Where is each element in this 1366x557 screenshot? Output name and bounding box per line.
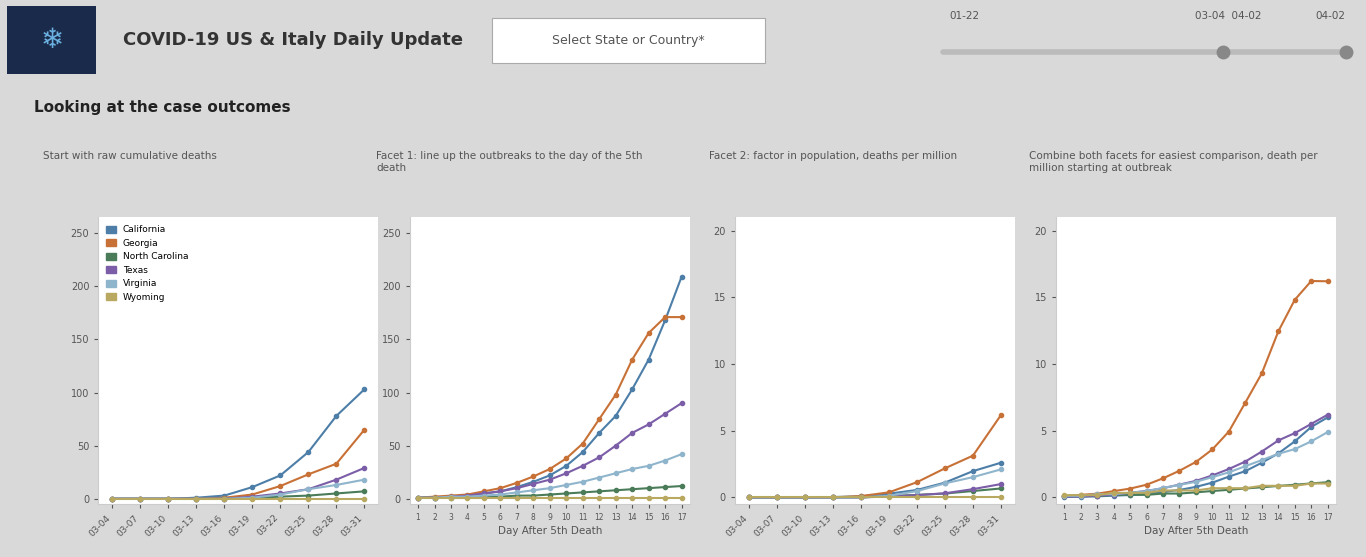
Texas [216,495,232,502]
Line: Virginia: Virginia [111,477,366,501]
Line: Texas: Texas [111,466,366,501]
Georgia [104,495,120,502]
Line: Wyoming: Wyoming [111,497,366,501]
California [160,495,176,502]
Georgia [357,426,373,433]
Virginia [216,495,232,502]
Text: ❄: ❄ [40,26,64,55]
X-axis label: Day After 5th Death: Day After 5th Death [1143,526,1249,536]
X-axis label: Day After 5th Death: Day After 5th Death [497,526,602,536]
Virginia [301,486,317,492]
California [189,495,205,501]
Texas [272,490,288,497]
Georgia [245,491,261,498]
Virginia [104,495,120,502]
Text: Combine both facets for easiest comparison, death per
million starting at outbre: Combine both facets for easiest comparis… [1029,152,1317,173]
Wyoming [133,495,149,502]
Line: Georgia: Georgia [111,428,366,501]
Texas [189,495,205,502]
Virginia [189,495,205,502]
Texas [104,495,120,502]
California [245,483,261,490]
Wyoming [189,495,205,502]
California [301,449,317,456]
Georgia [328,461,344,467]
North Carolina [160,495,176,502]
Text: Looking at the case outcomes: Looking at the case outcomes [34,100,290,115]
Wyoming [328,495,344,502]
California [216,492,232,499]
Wyoming [357,495,373,502]
Text: 04-02: 04-02 [1315,11,1346,21]
Texas [245,494,261,500]
Texas [301,486,317,492]
Text: Start with raw cumulative deaths: Start with raw cumulative deaths [42,152,217,162]
Line: California: California [111,387,366,501]
California [104,495,120,502]
Georgia [189,495,205,502]
North Carolina [104,495,120,502]
Virginia [272,491,288,498]
Bar [7,7,96,74]
California [357,386,373,393]
North Carolina [301,492,317,499]
Legend: California, Georgia, North Carolina, Texas, Virginia, Wyoming: California, Georgia, North Carolina, Tex… [102,222,191,306]
North Carolina [133,495,149,502]
Georgia [160,495,176,502]
Text: 03-04  04-02: 03-04 04-02 [1195,11,1262,21]
Georgia [301,471,317,478]
Bar [492,18,765,63]
Text: COVID-19 US & Italy Daily Update: COVID-19 US & Italy Daily Update [123,31,463,50]
North Carolina [189,495,205,502]
Georgia [272,483,288,490]
Wyoming [272,495,288,502]
North Carolina [245,495,261,501]
Virginia [133,495,149,502]
Wyoming [216,495,232,502]
Virginia [328,482,344,488]
Text: Facet 2: factor in population, deaths per million: Facet 2: factor in population, deaths pe… [709,152,958,162]
Georgia [133,495,149,502]
Virginia [357,476,373,483]
Texas [133,495,149,502]
Wyoming [245,495,261,502]
Text: 01-22: 01-22 [949,11,979,21]
North Carolina [357,488,373,495]
California [328,413,344,419]
North Carolina [216,495,232,502]
North Carolina [328,490,344,497]
Line: North Carolina: North Carolina [111,489,366,501]
Texas [328,476,344,483]
Wyoming [301,495,317,502]
Georgia [216,495,232,501]
California [133,495,149,502]
California [272,472,288,479]
Texas [160,495,176,502]
Texas [357,465,373,471]
Wyoming [160,495,176,502]
Wyoming [104,495,120,502]
Text: Facet 1: line up the outbreaks to the day of the 5th
death: Facet 1: line up the outbreaks to the da… [376,152,642,173]
Virginia [245,495,261,501]
North Carolina [272,494,288,500]
Text: Select State or Country*: Select State or Country* [552,34,705,47]
Virginia [160,495,176,502]
